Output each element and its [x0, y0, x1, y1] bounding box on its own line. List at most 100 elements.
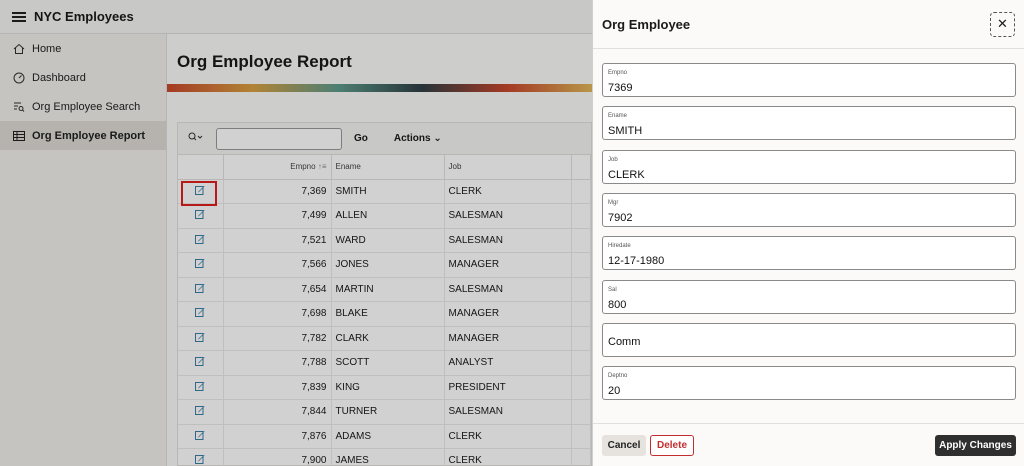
page-title: Org Employee Report — [177, 52, 352, 71]
hiredate-field[interactable]: Hiredate 12-17-1980 — [602, 236, 1016, 270]
cell-job: CLERK — [444, 448, 572, 466]
cell-extra — [571, 301, 591, 327]
edit-cell — [178, 350, 224, 376]
cell-job: SALESMAN — [444, 399, 572, 425]
edit-icon[interactable] — [195, 454, 205, 465]
cancel-button[interactable]: Cancel — [602, 435, 646, 456]
cell-ename: TURNER — [331, 399, 445, 425]
drawer-header: Org Employee ✕ — [593, 0, 1024, 49]
sidebar-item-dashboard[interactable]: Dashboard — [0, 63, 166, 92]
table-row: 7,654 MARTIN SALESMAN — [178, 277, 591, 302]
edit-icon[interactable] — [195, 234, 205, 244]
edit-icon[interactable] — [195, 283, 205, 293]
cell-ename: KING — [331, 375, 445, 400]
table-icon — [12, 129, 26, 143]
table-row: 7,782 CLARK MANAGER — [178, 326, 591, 351]
mgr-field[interactable]: Mgr 7902 — [602, 193, 1016, 227]
drawer-title: Org Employee — [602, 16, 691, 32]
table-row: 7,788 SCOTT ANALYST — [178, 350, 591, 376]
table-row: 7,499 ALLEN SALESMAN — [178, 203, 591, 229]
dashboard-icon — [12, 71, 26, 85]
comm-field[interactable]: Comm — [602, 323, 1016, 357]
search-column-icon[interactable] — [188, 132, 210, 145]
cell-empno: 7,900 — [223, 448, 332, 466]
cell-ename: BLAKE — [331, 301, 445, 327]
edit-icon[interactable] — [195, 258, 205, 269]
search-input[interactable] — [216, 127, 342, 150]
field-value: 12-17-1980 — [608, 255, 665, 267]
report-table: Empno ↑≡ Ename Job 7,369 SMITH CLERK 7,499 A… — [178, 155, 591, 466]
column-header-extra — [571, 155, 591, 180]
field-value: SMITH — [608, 125, 643, 137]
field-label: Deptno — [608, 373, 628, 379]
edit-icon[interactable] — [195, 381, 205, 391]
menu-icon[interactable] — [12, 11, 26, 22]
table-row: 7,844 TURNER SALESMAN — [178, 399, 591, 425]
cell-extra — [571, 448, 591, 466]
edit-icon[interactable] — [195, 332, 205, 342]
home-icon — [12, 42, 26, 56]
cell-empno: 7,698 — [223, 301, 332, 327]
cell-empno: 7,654 — [223, 277, 332, 302]
sidebar-item-home[interactable]: Home — [0, 34, 166, 63]
table-row: 7,369 SMITH CLERK — [178, 179, 591, 206]
field-label: Job — [608, 157, 618, 163]
field-label: Comm — [608, 336, 641, 348]
apply-changes-button[interactable]: Apply Changes — [935, 435, 1016, 456]
column-header-empno[interactable]: Empno ↑≡ — [223, 155, 332, 180]
edit-icon[interactable] — [195, 307, 205, 318]
field-value: CLERK — [608, 169, 645, 181]
edit-icon[interactable] — [195, 430, 205, 440]
delete-button[interactable]: Delete — [650, 435, 694, 456]
table-row: 7,876 ADAMS CLERK — [178, 424, 591, 449]
job-field[interactable]: Job CLERK — [602, 150, 1016, 184]
field-value: 7902 — [608, 212, 633, 224]
table-row: 7,566 JONES MANAGER — [178, 252, 591, 278]
edit-cell — [178, 179, 224, 206]
table-row: 7,698 BLAKE MANAGER — [178, 301, 591, 327]
chevron-down-icon: ⌄ — [433, 133, 442, 144]
deptno-field[interactable]: Deptno 20 — [602, 366, 1016, 400]
page-banner — [167, 84, 592, 92]
org-employee-drawer: Org Employee ✕ Empno 7369 Ename SMITH Jo… — [592, 0, 1024, 466]
go-button[interactable]: Go — [354, 133, 368, 144]
column-header-ename[interactable]: Ename — [331, 155, 445, 180]
cell-extra — [571, 326, 591, 351]
cell-extra — [571, 424, 591, 449]
cell-extra — [571, 399, 591, 425]
sidebar-item-org-employee-report[interactable]: Org Employee Report — [0, 121, 166, 150]
cell-job: SALESMAN — [444, 228, 572, 253]
edit-icon[interactable] — [195, 356, 205, 367]
close-button[interactable]: ✕ — [990, 11, 1015, 37]
edit-cell — [178, 301, 224, 327]
edit-icon[interactable] — [195, 185, 205, 195]
cell-extra — [571, 375, 591, 400]
cell-empno: 7,566 — [223, 252, 332, 278]
ename-field[interactable]: Ename SMITH — [602, 106, 1016, 140]
field-label: Empno — [608, 70, 628, 76]
table-row: 7,521 WARD SALESMAN — [178, 228, 591, 253]
edit-icon[interactable] — [195, 405, 205, 416]
cell-job: MANAGER — [444, 301, 572, 327]
edit-cell — [178, 252, 224, 278]
cell-empno: 7,876 — [223, 424, 332, 449]
edit-cell — [178, 399, 224, 425]
interactive-report: Go Actions ⌄ Empno ↑≡ Ename Job 7 — [177, 122, 592, 466]
cell-extra — [571, 350, 591, 376]
empno-field[interactable]: Empno 7369 — [602, 63, 1016, 97]
sal-field[interactable]: Sal 800 — [602, 280, 1016, 314]
field-label: Ename — [608, 113, 628, 119]
sidebar-item-org-employee-search[interactable]: Org Employee Search — [0, 92, 166, 121]
app-title[interactable]: NYC Employees — [34, 9, 134, 24]
cell-job: CLERK — [444, 179, 572, 204]
cell-empno: 7,782 — [223, 326, 332, 351]
column-header-job[interactable]: Job — [444, 155, 572, 180]
cell-ename: ALLEN — [331, 203, 445, 229]
table-row: 7,839 KING PRESIDENT — [178, 375, 591, 400]
sort-ascending-icon: ↑≡ — [317, 162, 327, 172]
actions-menu-button[interactable]: Actions ⌄ — [394, 133, 442, 144]
cell-ename: MARTIN — [331, 277, 445, 302]
cell-ename: SMITH — [331, 179, 445, 204]
table-row: 7,900 JAMES CLERK — [178, 448, 591, 466]
edit-icon[interactable] — [195, 209, 205, 220]
